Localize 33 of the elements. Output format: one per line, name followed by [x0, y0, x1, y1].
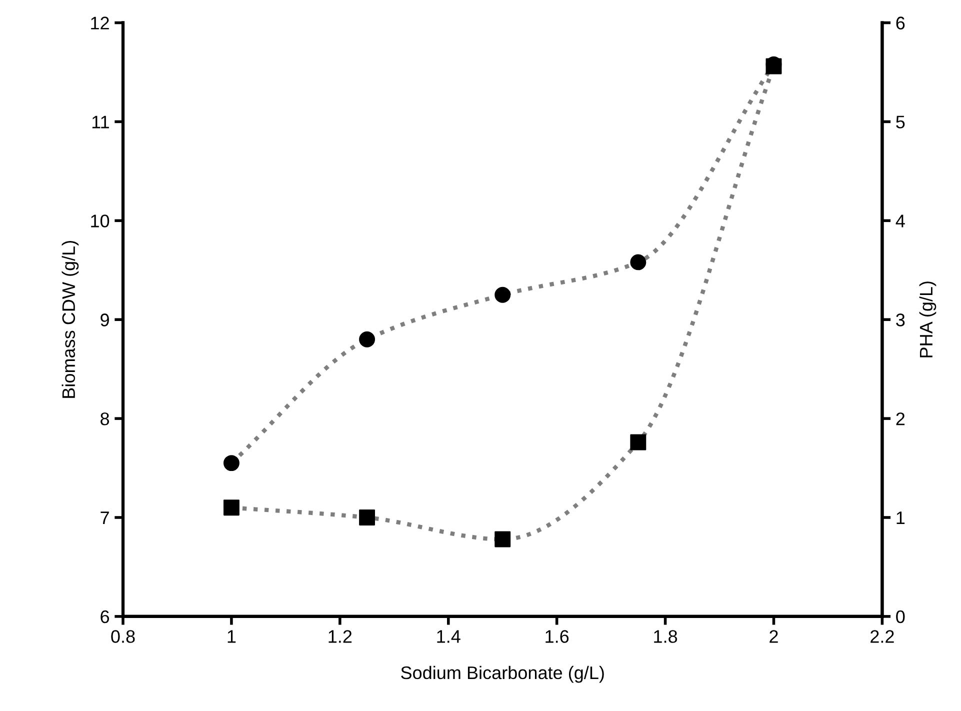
- y2-tick-label: 3: [896, 314, 905, 326]
- point: [494, 286, 511, 303]
- y-tick-label: 9: [100, 314, 109, 326]
- x-tick-label: 1.6: [546, 630, 569, 643]
- point: [359, 331, 376, 348]
- point: [494, 531, 511, 548]
- y-tick-label: 11: [92, 116, 109, 128]
- y2-tick-label: 4: [896, 214, 905, 228]
- y-axis-title: Biomass CDW (g/L): [62, 240, 79, 398]
- x-tick-label: 1.8: [654, 630, 678, 643]
- x-tick-label: 1: [228, 630, 236, 643]
- point: [630, 254, 646, 270]
- x-tick-label: 0.8: [111, 630, 135, 643]
- x-tick-label: 2.2: [870, 630, 894, 643]
- x-tick-label: 2: [770, 630, 778, 643]
- y-tick-label: 10: [91, 214, 110, 228]
- y-tick-label: 6: [100, 610, 110, 624]
- y2-tick-label: 5: [896, 116, 905, 128]
- y-tick-label: 12: [91, 16, 109, 30]
- y-tick-label: 7: [100, 512, 109, 524]
- point: [630, 434, 646, 450]
- y2-axis-title: PHA (g/L): [919, 282, 936, 358]
- y2-tick-label: 6: [896, 16, 905, 30]
- x-tick-label: 1.2: [328, 630, 352, 643]
- y2-tick-label: 2: [896, 412, 905, 426]
- point: [223, 455, 240, 472]
- point: [223, 500, 240, 516]
- y2-tick-label: 1: [896, 512, 905, 524]
- x-axis-title: Sodium Bicarbonate (g/L): [401, 666, 604, 683]
- x-tick-label: 1.4: [437, 630, 460, 643]
- point: [359, 510, 376, 526]
- y2-tick-label: 0: [896, 610, 905, 624]
- y-tick-label: 8: [100, 412, 110, 426]
